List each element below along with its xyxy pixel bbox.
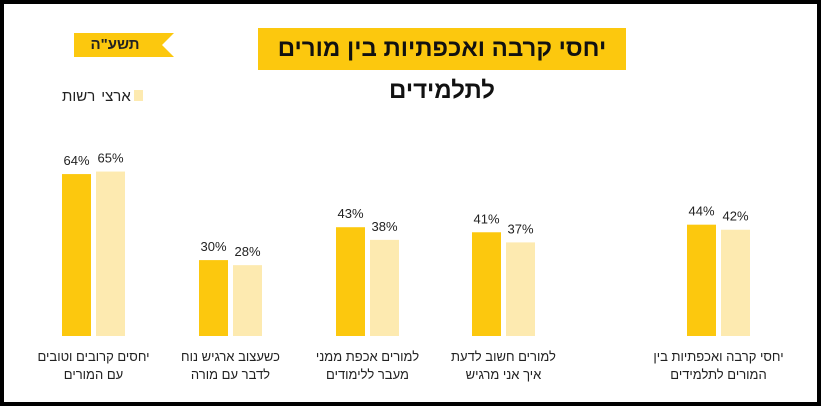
year-ribbon: תשע"ה bbox=[74, 33, 174, 57]
bar-national bbox=[96, 171, 125, 336]
data-label: 44% bbox=[688, 204, 714, 219]
category-label-line: איך אני מרגיש bbox=[465, 367, 542, 382]
category-label-line: יחסי קרבה ואכפתיות בין bbox=[653, 349, 784, 364]
category-label: למורים אכפת ממני מעבר ללימודים bbox=[298, 348, 438, 384]
data-label: 41% bbox=[473, 211, 499, 226]
data-label: 30% bbox=[200, 239, 226, 254]
data-label: 65% bbox=[97, 151, 123, 166]
legend-item-authority: רשות bbox=[62, 88, 95, 105]
bar-authority bbox=[687, 224, 716, 336]
data-label: 28% bbox=[234, 244, 260, 259]
category-label: כשעצוב ארגיש נוח לדבר עם מורה bbox=[161, 348, 301, 384]
chart-title: יחסי קרבה ואכפתיות בין מורים לתלמידים bbox=[258, 28, 626, 104]
ribbon-shape bbox=[74, 33, 174, 57]
data-label: 43% bbox=[337, 206, 363, 221]
category-label-line: המורים לתלמידים bbox=[670, 367, 767, 382]
category-label-line: מעבר ללימודים bbox=[326, 367, 409, 382]
category-label-line: יחסים קרובים וטובים bbox=[37, 349, 150, 364]
category-label: יחסי קרבה ואכפתיות בין המורים לתלמידים bbox=[649, 348, 789, 384]
legend-label-authority: רשות bbox=[62, 88, 96, 105]
legend-item-national: ארצי bbox=[101, 88, 143, 105]
legend: ארצי רשות bbox=[62, 88, 143, 105]
year-label: תשע"ה bbox=[90, 36, 140, 53]
legend-label-national: ארצי bbox=[101, 88, 131, 105]
bar-national bbox=[721, 229, 750, 336]
bar-national bbox=[506, 242, 535, 336]
bar-national bbox=[233, 265, 262, 336]
chart-frame bbox=[4, 4, 817, 402]
category-label-line: למורים אכפת ממני bbox=[315, 349, 420, 364]
bar-authority bbox=[472, 232, 501, 336]
bar-authority bbox=[336, 227, 365, 336]
data-label: 38% bbox=[371, 219, 397, 234]
category-label-line: לדבר עם מורה bbox=[190, 367, 271, 382]
data-label: 64% bbox=[63, 153, 89, 168]
category-label-line: עם המורים bbox=[63, 367, 124, 382]
data-label: 42% bbox=[722, 209, 748, 224]
category-label: יחסים קרובים וטובים עם המורים bbox=[24, 348, 164, 384]
bar-authority bbox=[62, 174, 91, 336]
bar-authority bbox=[199, 260, 228, 336]
legend-swatch-national bbox=[133, 90, 143, 101]
bar-national bbox=[370, 239, 399, 336]
category-label: למורים חשוב לדעת איך אני מרגיש bbox=[434, 348, 574, 384]
category-label-line: כשעצוב ארגיש נוח bbox=[181, 349, 280, 364]
data-label: 37% bbox=[507, 221, 533, 236]
category-label-line: למורים חשוב לדעת bbox=[451, 349, 556, 364]
